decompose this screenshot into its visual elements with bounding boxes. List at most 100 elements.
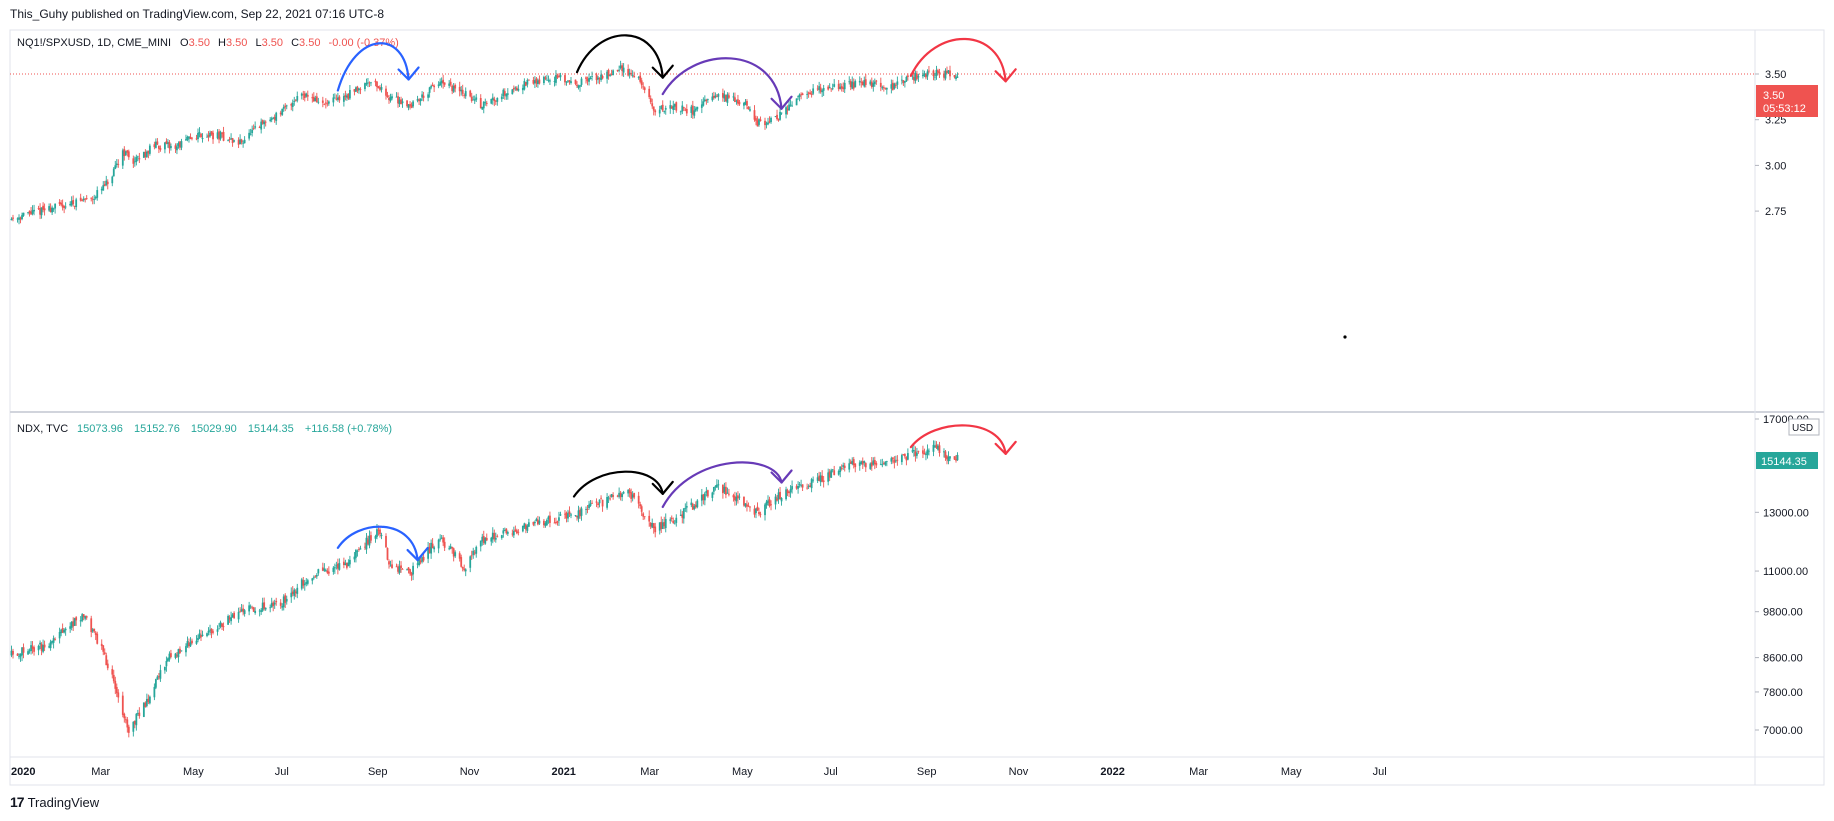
bottom-candle-body [633,493,636,498]
bottom-candle-body [164,666,166,671]
bottom-candle-body [840,467,843,469]
top-candle-body [756,120,759,127]
bottom-candle-body [622,492,625,494]
top-candle-body [233,140,235,142]
currency-label[interactable]: USD [1792,423,1813,434]
top-candle-body [127,151,130,158]
top-candle-body [496,97,499,102]
top-candle-body [580,78,583,85]
top-candle-body [294,100,297,102]
drawn-arrows [336,34,1017,562]
bottom-arrow-head [651,480,674,495]
bottom-candle-body [725,486,727,495]
bottom-candle-body [809,485,812,487]
top-candle-body [816,88,819,90]
top-candle-body [734,97,736,102]
top-candle-body [576,84,578,87]
top-candle-body [448,83,451,86]
top-price-axis[interactable]: 3.50 3.25 3.00 2.75 [1755,69,1786,218]
bottom-candle-body [618,492,621,497]
bottom-candle-body [715,484,718,488]
bottom-candle-body [673,523,676,525]
top-candle-body [627,69,630,76]
top-candle-body [263,121,266,125]
bottom-candle-body [43,644,46,648]
bottom-candle-body [342,561,345,566]
time-axis[interactable]: 2020 Mar May Jul Sep Nov 2021 Mar May Jul Sep Nov 20… [11,766,1387,778]
top-candle-body [759,119,762,121]
bottom-candle-body [753,508,756,515]
bottom-candle-body [900,455,903,463]
bottom-candle-body [79,620,82,622]
bottom-candle-body [490,537,493,542]
bottom-candle-body [675,517,678,523]
top-candle-body [801,93,804,95]
top-candle-body [879,82,882,87]
top-candle-body [517,88,520,91]
bottom-candle-body [568,511,571,514]
top-candle-body [609,75,611,77]
top-candle-body [248,132,251,139]
bottom-candle-body [749,506,751,508]
bottom-candle-body [891,457,894,460]
bottom-candle-body [538,520,541,524]
top-candle-body [606,71,608,79]
bottom-candle-body [212,631,214,633]
top-candle-body [777,119,780,121]
bottom-candle-body [302,580,305,586]
bottom-candle-body [812,479,815,481]
top-candle-body [147,150,150,154]
top-candle-body [893,83,896,89]
top-arrow-curve [661,57,783,110]
top-candle-body [282,106,285,109]
top-candle-body [586,79,589,82]
bottom-candle-body [121,695,124,715]
top-candle-body [315,96,318,103]
top-candle-body [949,70,951,77]
top-candle-body [481,106,484,110]
bottom-candle-body [947,456,950,462]
top-candle-body [567,80,569,82]
top-candle-body [882,87,885,88]
bottom-candle-body [353,556,356,560]
bottom-candle-body [788,491,790,494]
bottom-candle-body [377,530,380,531]
top-candle-body [281,108,284,115]
bottom-candle-body [670,517,673,519]
top-candle-body [407,104,410,108]
bottom-candle-body [735,496,738,502]
tradingview-brand[interactable]: 17 TradingView [10,794,99,810]
top-candle-body [222,132,225,141]
bottom-candle-body [852,459,855,466]
bottom-candle-body [112,674,115,682]
bottom-candle-body [48,646,51,648]
top-candle-body [302,94,305,96]
top-candle-body [943,73,945,78]
top-candle-body [679,111,682,113]
bottom-candle-body [167,658,169,662]
bottom-candle-body [37,645,40,651]
top-candle-body [601,76,604,79]
top-candle-body [136,156,139,158]
top-candle-body [170,146,172,148]
top-candle-body [875,80,878,82]
top-candle-body [73,205,76,207]
top-candle-body [890,84,893,89]
bottom-candle-body [157,676,160,678]
bottom-candle-body [816,477,819,481]
bottom-candle-body [219,622,222,627]
top-candle-body [818,86,821,91]
bottom-candle-body [503,530,506,531]
bottom-candle-body [111,669,114,675]
bottom-candle-body [556,521,559,523]
bottom-candle-body [412,565,414,575]
top-candle-body [367,82,369,84]
top-candle-body [869,81,872,85]
top-candle-body [712,95,715,99]
bottom-candle-body [800,485,803,486]
bottom-candle-body [349,559,351,565]
bottom-candle-body [831,469,834,471]
bottom-candle-body [746,504,748,507]
top-candle-body [807,92,810,94]
